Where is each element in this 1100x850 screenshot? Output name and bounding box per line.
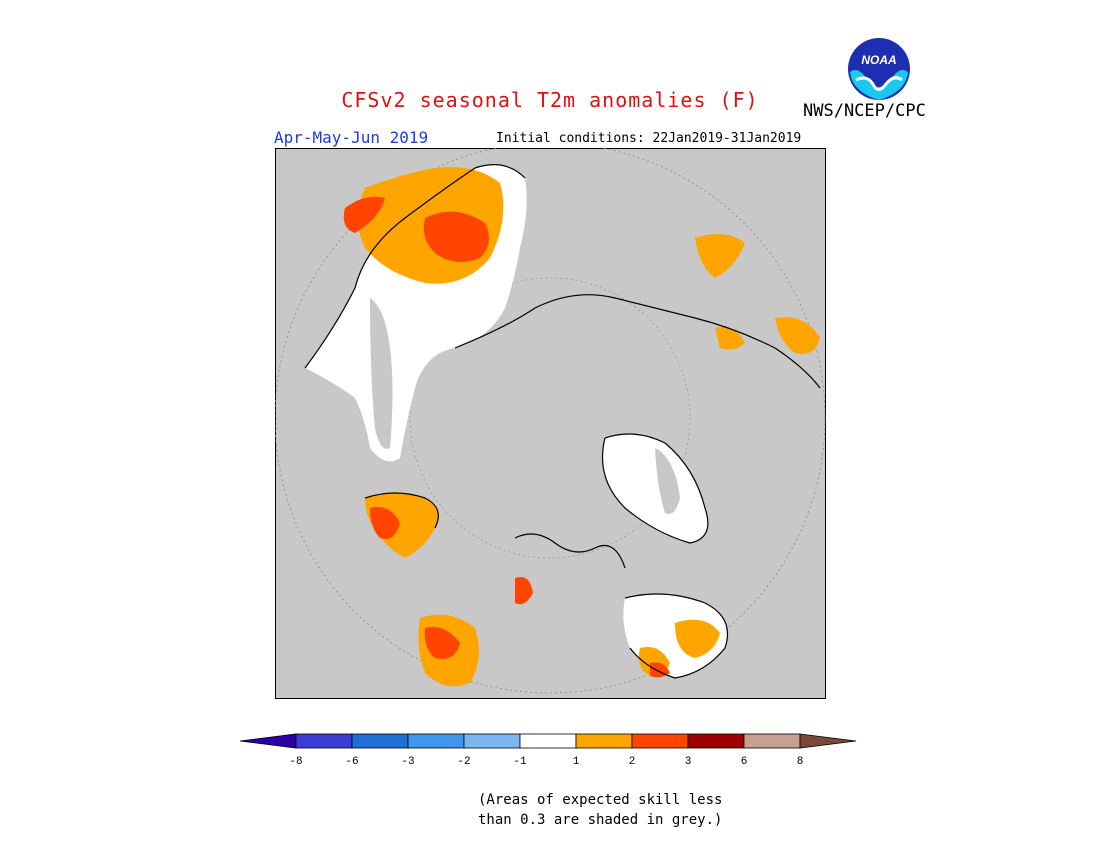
colorbar-swatch <box>575 733 633 749</box>
colorbar-tick-label: -8 <box>289 756 302 768</box>
skill-note-line1: (Areas of expected skill less <box>478 792 723 808</box>
latitude-circle-inner <box>409 277 691 559</box>
logo-text: NOAA <box>861 53 896 67</box>
map-title: CFSv2 seasonal T2m anomalies (F) <box>341 88 759 112</box>
colorbar-swatch <box>687 733 745 749</box>
eurasia-region <box>305 164 527 462</box>
colorbar-swatch <box>631 733 689 749</box>
latitude-circle <box>275 148 826 694</box>
polar-anomaly-map <box>275 148 826 699</box>
colorbar-tick-label: -3 <box>401 756 414 768</box>
middle-east-region <box>695 234 820 354</box>
skill-note-line2: than 0.3 are shaded in grey.) <box>478 812 723 828</box>
europe-region <box>623 594 728 678</box>
colorbar-swatch <box>463 733 521 749</box>
initial-conditions: Initial conditions: 22Jan2019-31Jan2019 <box>496 131 802 146</box>
colorbar-tick-label: 3 <box>685 756 692 768</box>
greenland-region <box>602 434 708 543</box>
colorbar-legend: -8 -6 -3 -2 -1 1 2 3 6 8 <box>239 733 857 768</box>
colorbar-left-arrow <box>239 733 297 749</box>
colorbar-tick-label: -1 <box>513 756 527 768</box>
colorbar-swatch <box>295 733 353 749</box>
colorbar-tick-label: 8 <box>797 756 804 768</box>
coastlines <box>304 164 821 679</box>
skill-note: (Areas of expected skill less than 0.3 a… <box>478 790 722 830</box>
colorbar-right-arrow <box>799 733 857 749</box>
colorbar-swatch <box>743 733 801 749</box>
colorbar-swatch <box>519 733 577 749</box>
north-america-region <box>365 493 533 687</box>
forecast-period: Apr-May-Jun 2019 <box>274 128 429 147</box>
colorbar-tick-label: -6 <box>345 756 358 768</box>
organization-label: NWS/NCEP/CPC <box>803 101 926 121</box>
colorbar-tick-label: 2 <box>629 756 636 768</box>
colorbar-tick-label: 6 <box>741 756 748 768</box>
colorbar-swatch <box>351 733 409 749</box>
colorbar-tick-label: 1 <box>573 756 580 768</box>
colorbar-swatch <box>407 733 465 749</box>
noaa-logo: NOAA <box>848 38 910 100</box>
colorbar-tick-label: -2 <box>457 756 470 768</box>
